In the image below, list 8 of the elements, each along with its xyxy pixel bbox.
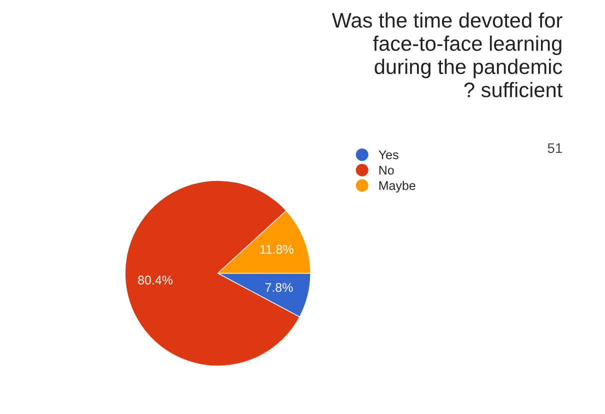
legend-label: Maybe [379, 180, 416, 192]
data-label: 80.4% [138, 276, 173, 284]
data-label: 7.8% [265, 283, 293, 292]
text: 51 [548, 143, 562, 154]
chart-title: Was the time devoted for face-to-face learning during the pandemic ? sufficient [332, 12, 562, 98]
legend-label: No [379, 166, 394, 175]
data-label: 11.8% [260, 244, 294, 254]
legend-label: Yes [378, 150, 398, 160]
